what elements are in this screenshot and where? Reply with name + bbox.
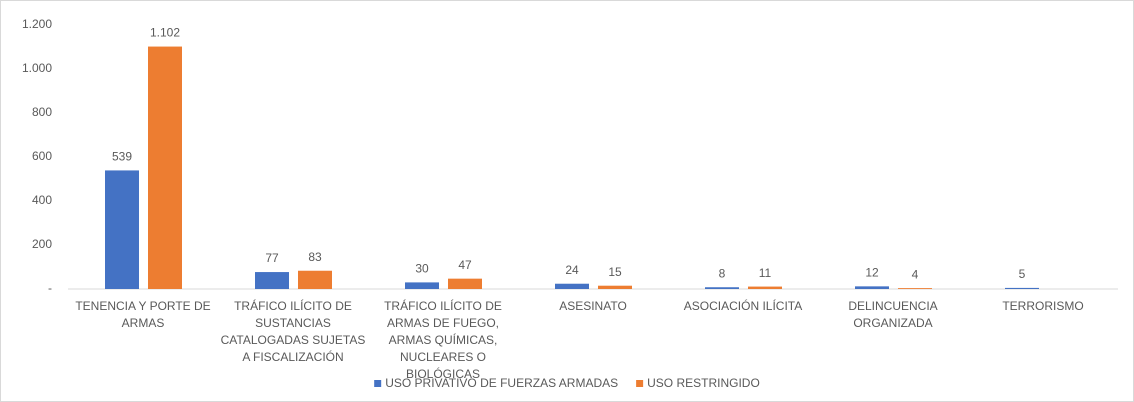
bar — [748, 286, 782, 289]
data-label: 8 — [719, 266, 726, 280]
bar — [105, 170, 139, 289]
y-tick-label: 200 — [32, 237, 52, 251]
data-label: 30 — [415, 262, 429, 276]
x-tick-label: TRÁFICO ILÍCITO DE SUSTANCIAS CATALOGADA… — [220, 299, 366, 364]
data-label: 12 — [865, 266, 879, 280]
y-tick-label: 800 — [32, 105, 52, 119]
bar — [448, 278, 482, 289]
legend-swatch — [374, 380, 382, 387]
y-tick-label: 600 — [32, 149, 52, 163]
data-label: 15 — [608, 265, 622, 279]
data-label: 1.102 — [150, 26, 180, 40]
bar — [405, 282, 439, 289]
bar — [148, 46, 182, 290]
bar — [705, 287, 739, 289]
x-tick-label: TENENCIA Y PORTE DE ARMAS — [75, 299, 211, 330]
data-label: 47 — [458, 258, 472, 272]
y-tick-label: 400 — [32, 193, 52, 207]
y-tick-label: - — [48, 281, 52, 295]
bar — [855, 286, 889, 289]
legend-label: USO PRIVATIVO DE FUERZAS ARMADAS — [385, 376, 618, 390]
legend-label: USO RESTRINGIDO — [647, 376, 760, 390]
bar — [555, 283, 589, 289]
data-label: 24 — [565, 263, 579, 277]
y-tick-label: 1.200 — [22, 17, 52, 31]
x-tick-label: ASOCIACIÓN ILÍCITA — [683, 299, 803, 313]
legend-swatch — [636, 380, 644, 387]
data-label: 77 — [265, 251, 279, 265]
x-tick-label: ASESINATO — [559, 299, 627, 313]
data-label: 4 — [912, 267, 919, 281]
bar — [1005, 287, 1039, 289]
y-tick-label: 1.000 — [22, 61, 52, 75]
bar — [898, 288, 932, 289]
data-label: 83 — [308, 250, 322, 264]
x-tick-label: TERRORISMO — [1002, 299, 1084, 313]
x-tick-label: DELINCUENCIA ORGANIZADA — [848, 299, 938, 330]
data-label: 11 — [759, 266, 772, 280]
bar — [298, 270, 332, 289]
bar — [255, 272, 289, 289]
x-tick-label: TRÁFICO ILÍCITO DE ARMAS DE FUEGO, ARMAS… — [384, 299, 502, 381]
data-label: 539 — [112, 150, 132, 164]
data-label: 5 — [1019, 267, 1026, 281]
bar — [598, 285, 632, 289]
